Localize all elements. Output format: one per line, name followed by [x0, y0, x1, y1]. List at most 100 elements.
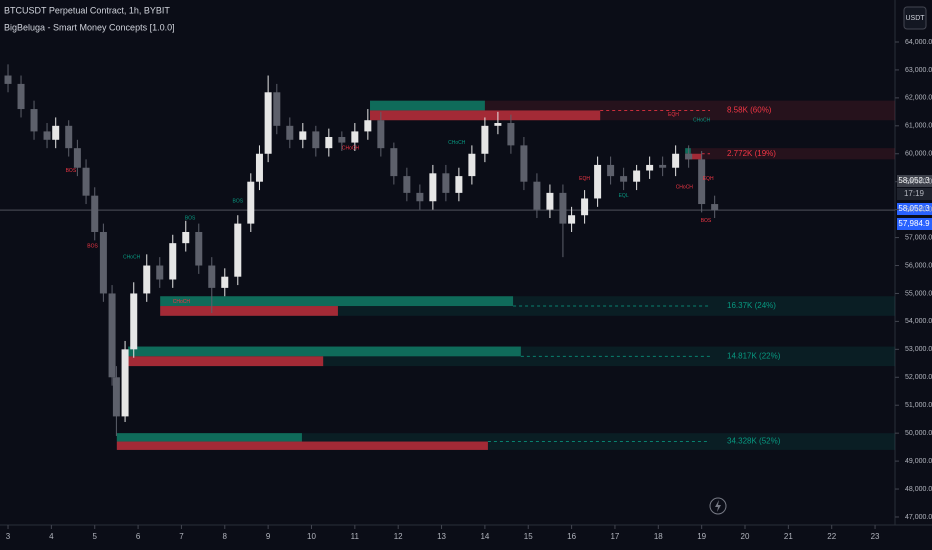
- structure-label: BOS: [701, 218, 712, 224]
- y-tick-label: 58,000.0: [905, 206, 932, 213]
- x-tick-label: 12: [394, 532, 403, 541]
- y-tick-label: 55,000.0: [905, 290, 932, 297]
- y-tick-label: 62,000.0: [905, 95, 932, 102]
- buy-volume-bar: [685, 148, 691, 154]
- buy-volume-bar: [128, 346, 521, 357]
- candle-body: [494, 123, 502, 126]
- x-tick-label: 9: [266, 532, 271, 541]
- candle-body: [607, 164, 615, 177]
- zone-label: 16.37K (24%): [727, 301, 776, 310]
- structure-label: BOS: [87, 243, 98, 249]
- candle-body: [698, 159, 706, 205]
- y-tick-label: 47,000.0: [905, 514, 932, 521]
- sell-volume-bar: [370, 110, 601, 121]
- y-tick-label: 56,000.0: [905, 262, 932, 269]
- candle-body: [403, 176, 411, 193]
- structure-label: EQH: [579, 176, 590, 182]
- candle-body: [221, 276, 229, 288]
- candle-body: [65, 125, 73, 149]
- candle-body: [208, 265, 216, 288]
- structure-label: BOS: [66, 168, 77, 174]
- currency-label: USDT: [905, 15, 925, 22]
- structure-label: CHoCH: [342, 145, 360, 151]
- zone-label: 2.772K (19%): [727, 149, 776, 158]
- x-tick-label: 3: [6, 532, 11, 541]
- candle-body: [234, 223, 242, 277]
- candle-body: [182, 231, 190, 244]
- sell-volume-bar: [685, 153, 702, 160]
- y-tick-label: 63,000.0: [905, 67, 932, 74]
- candle-body: [442, 173, 450, 193]
- y-tick-label: 57,000.0: [905, 234, 932, 241]
- candle-body: [73, 148, 81, 168]
- structure-label: CHoCH: [676, 185, 694, 191]
- x-tick-label: 14: [480, 532, 489, 541]
- candle-body: [195, 231, 203, 266]
- candle-body: [99, 231, 107, 294]
- x-tick-label: 11: [351, 532, 360, 541]
- x-tick-label: 5: [92, 532, 97, 541]
- candle-body: [112, 377, 120, 417]
- candle-body: [390, 148, 398, 177]
- currency-button[interactable]: [903, 6, 927, 30]
- structure-label: EQL: [619, 193, 629, 199]
- x-tick-label: 21: [784, 532, 793, 541]
- x-tick-label: 19: [697, 532, 706, 541]
- candle-body: [633, 170, 641, 182]
- structure-label: CHoCH: [693, 118, 711, 124]
- y-tick-label: 53,000.0: [905, 346, 932, 353]
- candle-body: [377, 120, 385, 149]
- candle-body: [325, 136, 333, 149]
- candle-body: [17, 83, 25, 110]
- candle-body: [481, 125, 489, 154]
- candle-body: [52, 125, 60, 140]
- y-tick-label: 59,000.0: [905, 179, 932, 186]
- x-tick-label: 18: [654, 532, 663, 541]
- candle-body: [286, 125, 294, 140]
- candle-body: [416, 192, 424, 202]
- y-tick-label: 49,000.0: [905, 458, 932, 465]
- y-tick-label: 52,000.0: [905, 374, 932, 381]
- y-tick-label: 61,000.0: [905, 123, 932, 130]
- x-tick-label: 17: [610, 532, 619, 541]
- candle-body: [247, 181, 255, 224]
- x-tick-label: 10: [307, 532, 316, 541]
- candle-body: [620, 176, 628, 182]
- y-tick-label: 54,000.0: [905, 318, 932, 325]
- candle-body: [273, 92, 281, 126]
- candle-body: [143, 265, 151, 294]
- x-tick-label: 4: [49, 532, 54, 541]
- last-price-tag: [897, 218, 932, 230]
- x-tick-label: 16: [567, 532, 576, 541]
- candle-body: [468, 153, 476, 177]
- indicator-name: BigBeluga - Smart Money Concepts [1.0.0]: [4, 22, 175, 32]
- sell-volume-bar: [116, 441, 488, 450]
- candle-body: [82, 167, 90, 196]
- candle-body: [43, 131, 51, 140]
- candle-body: [559, 192, 567, 224]
- candle-body: [91, 195, 99, 232]
- structure-label: EQH: [668, 112, 679, 118]
- x-tick-label: 20: [741, 532, 750, 541]
- x-tick-label: 22: [827, 532, 836, 541]
- candle-body: [4, 75, 12, 84]
- candle-body: [507, 123, 515, 146]
- candle-body: [594, 164, 602, 199]
- price-tag: [897, 203, 932, 215]
- plot: 8.58K (60%) 2.772K (19%) 16.37K (24%) 14.81…: [0, 64, 896, 450]
- candle-body: [299, 131, 307, 140]
- buy-volume-bar: [160, 296, 514, 307]
- candle-body: [121, 349, 129, 417]
- y-tick-label: 50,000.0: [905, 430, 932, 437]
- candle-body: [364, 120, 372, 132]
- candle-body: [533, 181, 541, 210]
- countdown-text: 17:19: [904, 189, 925, 198]
- zone-label: 34.328K (52%): [727, 437, 781, 446]
- candle-body: [338, 136, 346, 143]
- candle-body: [351, 131, 359, 143]
- x-tick-label: 23: [871, 532, 880, 541]
- replay-icon[interactable]: [709, 497, 727, 515]
- candle-body: [255, 153, 263, 182]
- candle-body: [711, 204, 719, 211]
